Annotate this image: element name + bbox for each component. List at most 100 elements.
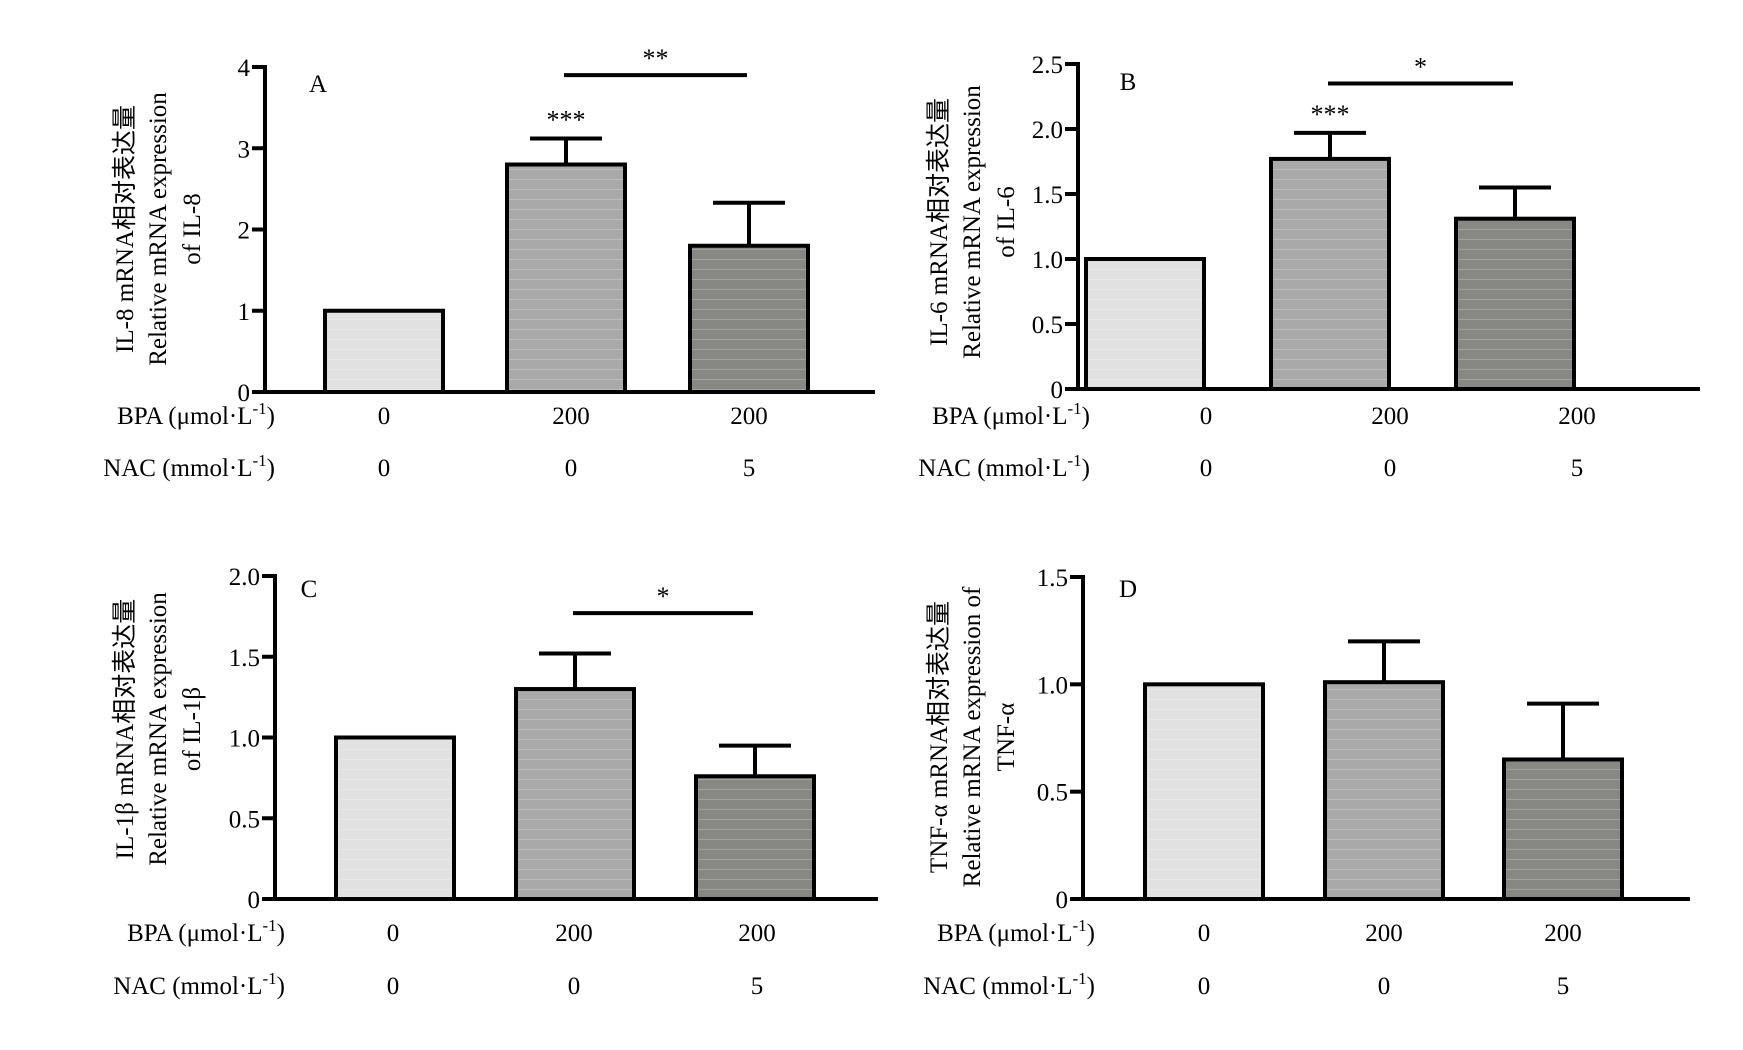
chart-panel-d: 0 0.5 1.0 1.5 D TNF-α mRNA相对表达量 Relative mRNA …	[923, 565, 1690, 1000]
row-label: NAC (mmol·L-1)	[918, 451, 1090, 482]
panel-label: C	[301, 576, 318, 603]
category-label: 200	[1544, 920, 1582, 947]
row-label: NAC (mmol·L-1)	[923, 969, 1095, 1000]
panel-label: B	[1120, 69, 1137, 96]
category-label: 5	[751, 973, 764, 1000]
category-label: 200	[555, 920, 593, 947]
significance-marker: ***	[547, 106, 586, 135]
row-label-text: NAC (mmol·L	[923, 973, 1072, 1000]
row-label: NAC (mmol·L-1)	[103, 451, 275, 482]
row-label-text: BPA (μmol·L	[932, 403, 1067, 430]
row-label-close: )	[267, 403, 275, 430]
bar	[514, 687, 636, 901]
y-axis-label: TNF-α	[993, 703, 1020, 772]
y-axis-label: of IL-8	[179, 193, 206, 265]
y-tick-label: 2.5	[1032, 52, 1063, 79]
row-label-superscript: -1	[1073, 916, 1087, 935]
y-tick-label: 1.0	[1032, 247, 1063, 274]
category-label: 200	[1371, 403, 1409, 430]
row-label-superscript: -1	[253, 399, 267, 418]
row-label: BPA (μmol·L-1)	[117, 399, 275, 430]
y-axis-label: IL-8 mRNA相对表达量	[111, 105, 139, 353]
category-label: 5	[1571, 455, 1584, 482]
y-tick-label: 0.5	[229, 806, 260, 833]
row-label-superscript: -1	[1068, 451, 1082, 470]
y-axis-label: IL-1β mRNA相对表达量	[111, 599, 139, 860]
bar	[694, 774, 816, 902]
category-label: 0	[378, 403, 391, 430]
category-label: 0	[1384, 455, 1397, 482]
bar	[1269, 156, 1391, 391]
category-label: 200	[1558, 403, 1596, 430]
bar	[505, 162, 627, 394]
y-axis-label: Relative mRNA expression	[145, 92, 172, 366]
y-tick-label: 1	[238, 299, 251, 326]
bar	[1323, 680, 1445, 901]
y-tick-label: 1.5	[1037, 565, 1068, 592]
category-label: 200	[552, 403, 590, 430]
row-label-text: NAC (mmol·L	[103, 455, 252, 482]
y-axis-label: Relative mRNA expression	[145, 592, 172, 866]
panel-label: D	[1119, 576, 1137, 603]
panel-label: A	[309, 71, 327, 98]
y-tick-label: 4	[238, 55, 251, 82]
row-label-superscript: -1	[1073, 969, 1087, 988]
row-label: BPA (μmol·L-1)	[932, 399, 1090, 430]
significance-marker: ***	[1311, 100, 1350, 129]
y-tick-label: 1.0	[229, 726, 260, 753]
y-tick-label: 0	[1056, 887, 1069, 914]
category-label: 0	[387, 920, 400, 947]
row-label: NAC (mmol·L-1)	[113, 969, 285, 1000]
y-tick-label: 1.0	[1037, 672, 1068, 699]
bar	[1454, 216, 1576, 391]
row-label-superscript: -1	[263, 969, 277, 988]
y-tick-label: 1.5	[229, 645, 260, 672]
row-label-close: )	[1082, 403, 1090, 430]
category-label: 200	[1365, 920, 1403, 947]
chart-panel-c: * 0 0.5 1.0 1.5 2.0 C IL-1β mRNA相对表达量 Relative m…	[111, 564, 878, 1000]
row-label-close: )	[1087, 920, 1095, 947]
category-label: 0	[565, 455, 578, 482]
row-label-close: )	[1087, 973, 1095, 1000]
row-label-text: NAC (mmol·L	[113, 973, 262, 1000]
category-label: 0	[1378, 973, 1391, 1000]
row-label-superscript: -1	[1068, 399, 1082, 418]
y-axis-label: of IL-6	[993, 186, 1020, 258]
bar	[323, 308, 445, 394]
category-label: 200	[730, 403, 768, 430]
row-label-text: BPA (μmol·L	[937, 920, 1072, 947]
row-label-close: )	[1082, 455, 1090, 482]
bar	[1143, 682, 1265, 901]
category-label: 5	[1557, 973, 1570, 1000]
y-tick-label: 2.0	[229, 564, 260, 591]
y-axis-label: IL-6 mRNA相对表达量	[925, 98, 953, 346]
category-label: 0	[1198, 920, 1211, 947]
category-label: 5	[743, 455, 756, 482]
bar	[1502, 757, 1624, 902]
y-axis-label: Relative mRNA expression	[959, 85, 986, 359]
bracket-label: *	[657, 582, 670, 611]
y-tick-label: 0	[1051, 377, 1064, 404]
category-label: 0	[568, 973, 581, 1000]
y-tick-label: 2.0	[1032, 117, 1063, 144]
row-label-text: NAC (mmol·L	[918, 455, 1067, 482]
row-label-text: BPA (μmol·L	[127, 920, 262, 947]
y-tick-label: 2	[238, 218, 251, 245]
category-label: 0	[378, 455, 391, 482]
y-axis-label: Relative mRNA expression of	[959, 586, 986, 887]
row-label-superscript: -1	[263, 916, 277, 935]
category-label: 0	[1200, 403, 1213, 430]
y-tick-label: 1.5	[1032, 182, 1063, 209]
bar	[1084, 257, 1206, 391]
bracket-label: **	[643, 44, 669, 73]
y-tick-label: 0.5	[1037, 780, 1068, 807]
y-tick-label: 3	[238, 136, 251, 163]
bar	[334, 735, 456, 901]
row-label: BPA (μmol·L-1)	[127, 916, 285, 947]
category-label: 0	[1200, 455, 1213, 482]
y-tick-label: 0.5	[1032, 312, 1063, 339]
row-label-superscript: -1	[253, 451, 267, 470]
y-axis-label: TNF-α mRNA相对表达量	[925, 601, 953, 873]
